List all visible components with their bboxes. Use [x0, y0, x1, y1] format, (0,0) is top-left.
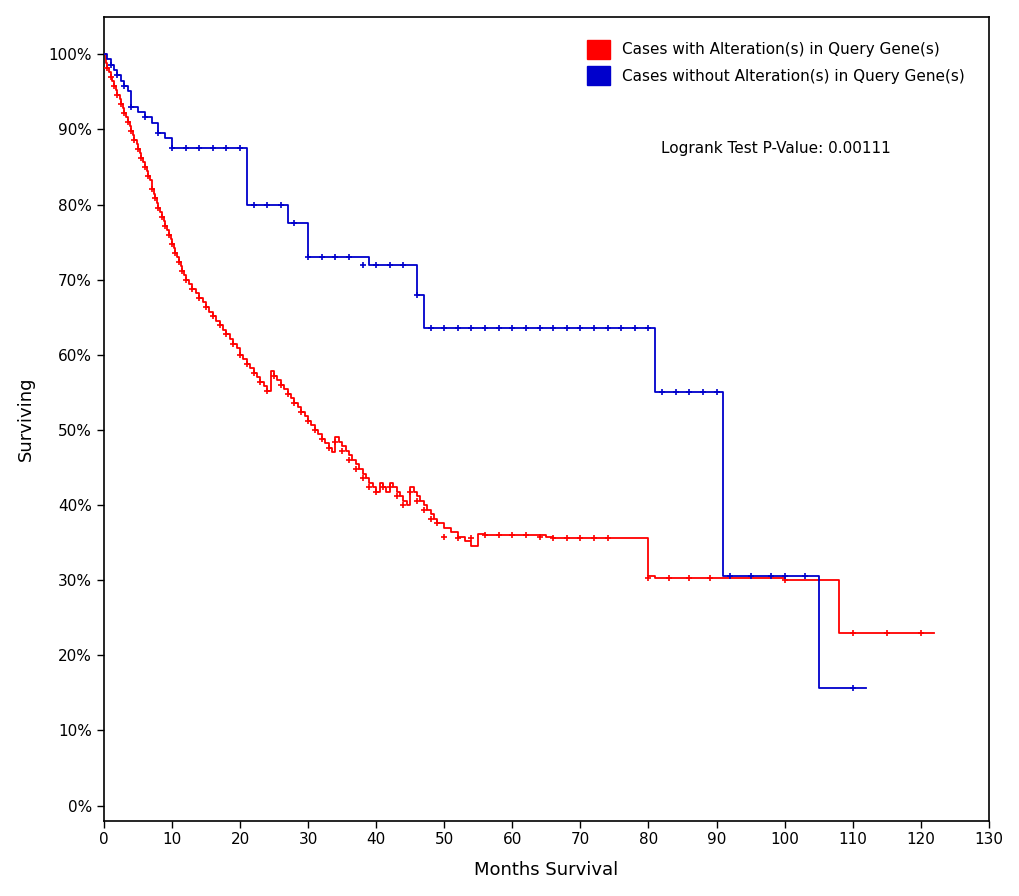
X-axis label: Months Survival: Months Survival	[474, 861, 618, 879]
Text: Logrank Test P-Value: 0.00111: Logrank Test P-Value: 0.00111	[660, 142, 891, 156]
Legend: Cases with Alteration(s) in Query Gene(s), Cases without Alteration(s) in Query : Cases with Alteration(s) in Query Gene(s…	[579, 32, 971, 92]
Y-axis label: Surviving: Surviving	[16, 376, 35, 461]
